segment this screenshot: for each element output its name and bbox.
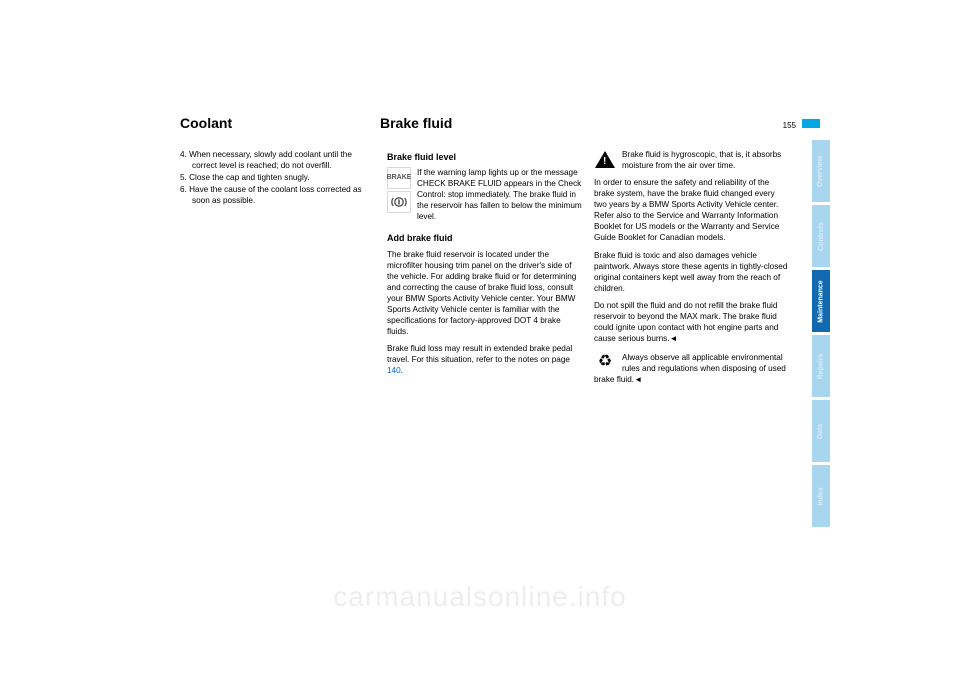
page-number: 155 [783,121,796,130]
column-coolant: 4. When necessary, slowly add coolant un… [180,149,375,391]
list-item: 5. Close the cap and tighten snugly. [180,172,375,183]
body-text: Do not spill the fluid and do not refill… [594,300,789,344]
sidebar-tab-label: Overview [818,155,825,186]
brake-text-icon: BRAKE [387,167,411,189]
sidebar-tab-maintenance[interactable]: Maintenance [812,270,830,332]
list-item: 6. Have the cause of the coolant loss co… [180,184,375,206]
body-text: Brake fluid is toxic and also damages ve… [594,250,789,294]
sidebar-tab-label: Repairs [818,353,825,379]
sidebar-tab-label: Index [818,487,825,505]
body-text-fragment: Do not spill the fluid and do not refill… [594,301,778,343]
subhead-brake-fluid-level: Brake fluid level [387,151,582,163]
watermark: carmanualsonline.info [0,581,960,613]
body-text: Brake fluid loss may result in extended … [387,343,582,376]
warning-icon-stack: BRAKE [387,167,411,222]
sidebar-tab-controls[interactable]: Controls [812,205,830,267]
list-item: 4. When necessary, slowly add coolant un… [180,149,375,171]
body-text-fragment: Always observe all applicable environmen… [594,353,786,384]
sidebar-tab-label: Controls [818,222,825,251]
recycle-icon: ♻ [594,352,616,372]
body-text-fragment: Brake fluid loss may result in extended … [387,344,572,364]
body-text: The brake fluid reservoir is located und… [387,249,582,338]
column-brake-fluid: Brake fluid level BRAKE If the warning l… [387,149,582,391]
sidebar-tab-label: Data [818,423,825,438]
sidebar-tab-overview[interactable]: Overview [812,140,830,202]
coolant-steps: 4. When necessary, slowly add coolant un… [180,149,375,206]
warning-text: If the warning lamp lights up or the mes… [417,167,582,222]
body-text: In order to ensure the safety and reliab… [594,177,789,243]
sidebar-tabs: Overview Controls Maintenance Repairs Da… [812,140,830,527]
sidebar-tab-index[interactable]: Index [812,465,830,527]
section-title-brake-fluid: Brake fluid [380,115,580,131]
brake-symbol-icon [387,191,411,213]
recycle-paragraph: ♻ Always observe all applicable environm… [594,352,789,385]
header-row: Coolant Brake fluid 155 [180,115,820,131]
body-text-fragment: . [401,366,403,375]
end-mark: ◄ [670,334,678,343]
sidebar-tab-repairs[interactable]: Repairs [812,335,830,397]
warning-triangle-icon [594,149,616,169]
page-link[interactable]: 140 [387,366,401,375]
sidebar-tab-data[interactable]: Data [812,400,830,462]
page-marker-block [802,119,820,128]
section-title-coolant: Coolant [180,115,380,131]
end-mark: ◄ [634,375,642,384]
subhead-add-brake-fluid: Add brake fluid [387,232,582,244]
body-text-fragment: Brake fluid is hygroscopic, that is, it … [622,150,781,170]
column-safety-notes: Brake fluid is hygroscopic, that is, it … [594,149,789,391]
warning-icon-block: BRAKE If the warning lamp lights up or t… [387,167,582,222]
sidebar-tab-label: Maintenance [818,280,825,322]
warning-paragraph: Brake fluid is hygroscopic, that is, it … [594,149,789,171]
